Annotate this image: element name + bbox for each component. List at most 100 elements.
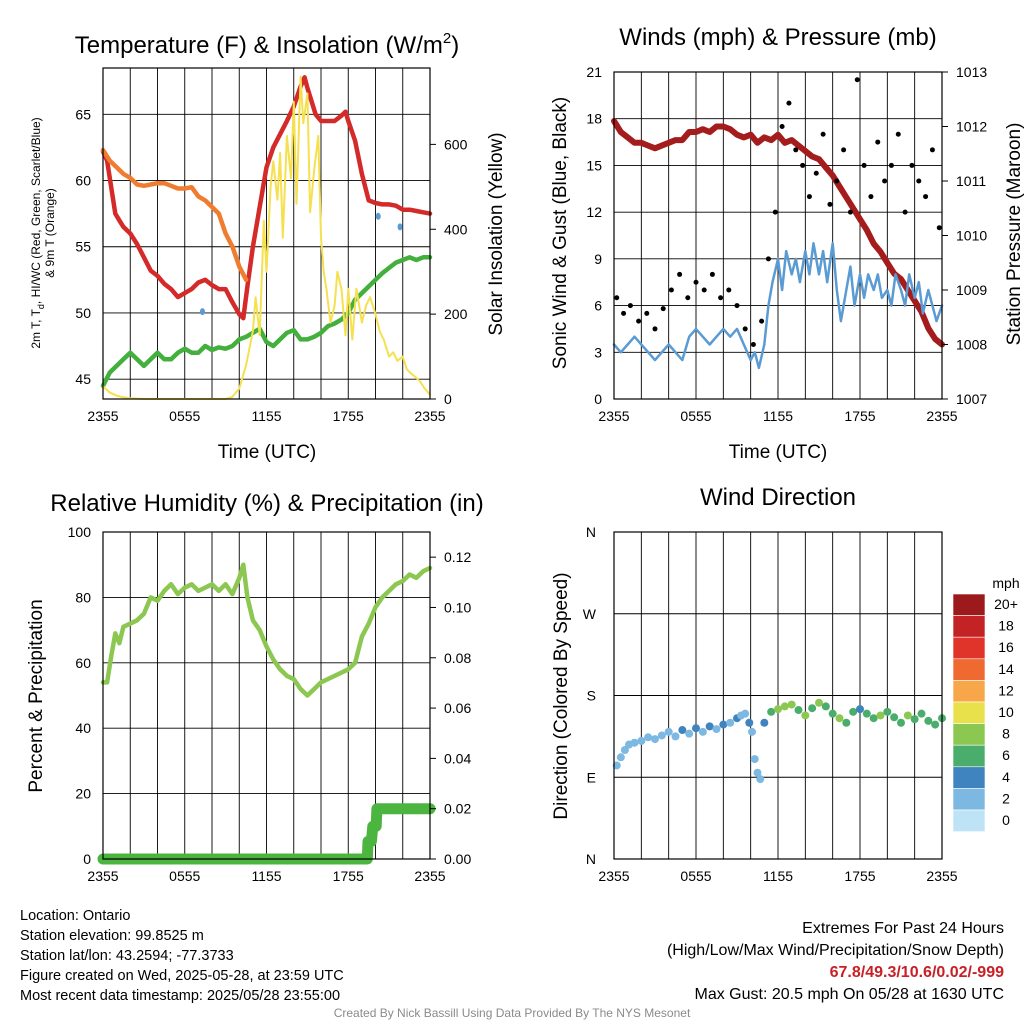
direction-point [808,704,817,713]
direction-point [630,738,639,747]
y2-tick-label: 0 [444,391,452,407]
colorbar-swatch [952,766,986,789]
gust-point [621,310,627,316]
credit-line: Created By Nick Bassill Using Data Provi… [333,1006,691,1020]
winds-panel: Winds (mph) & Pressure (mb) 2355 0555 1155… [550,24,1024,463]
direction-point [726,718,735,727]
direction-point [671,732,680,741]
y-tick-label: N [586,524,596,540]
gust-point [868,194,874,200]
direction-point [903,711,912,720]
speed-colorbar: mph 20+ 18 16 14 12 10 8 6 4 2 0 [952,575,1020,832]
y2-tick-label: 1012 [956,119,987,135]
colorbar-swatch [952,658,986,681]
colorbar-label: 0 [1002,812,1010,828]
direction-series [612,698,946,784]
direction-point [924,716,933,725]
direction-point [801,711,810,720]
colorbar-label: 12 [998,682,1014,698]
y-tick-label: 55 [75,239,91,255]
x-tick-label: 0555 [169,868,200,884]
y2-tick-label: 1008 [956,337,987,353]
gust-point [882,178,888,184]
gust-point [875,139,881,145]
humidity-title: Relative Humidity (%) & Precipitation (i… [50,490,483,517]
y-tick-label: 21 [586,64,602,80]
winds-y2label: Station Pressure (Maroon) [1004,123,1024,346]
winds-grid [614,72,942,399]
station-location: Location: Ontario [20,908,131,924]
y-tick-label: 50 [75,305,91,321]
direction-point [678,726,687,735]
colorbar-label: 10 [998,704,1014,720]
gust-point [834,178,840,184]
temperature-xlabel: Time (UTC) [218,442,317,463]
y-tick-label: 12 [586,204,602,220]
colorbar-swatch [952,615,986,638]
direction-point [620,746,629,754]
gust-point [772,209,778,215]
colorbar-label: 4 [1002,769,1010,785]
direction-point [657,731,666,740]
direction-point [883,707,892,716]
humidity-frame [102,531,431,860]
gust-point [718,295,724,301]
gust-point [779,124,785,129]
direction-point [767,707,776,716]
gust-point [765,256,771,262]
winds-ylabel: Sonic Wind & Gust (Blue, Black) [550,97,571,369]
direction-point [931,720,940,729]
direction-point [745,718,754,727]
direction-point [787,700,796,709]
wind-line [612,242,944,370]
gust-point [677,271,683,277]
direction-point [612,761,621,770]
gust-point [841,147,847,153]
colorbar-swatch [952,701,986,724]
gust-point [636,318,642,324]
gust-point [701,287,707,293]
gust-point [726,287,732,293]
colorbar-swatch [952,744,986,768]
direction-point [828,709,837,718]
direction-point [698,727,707,736]
y-tick-label: 0 [594,391,602,407]
gust-point [936,225,942,231]
y-tick-label: 20 [75,786,91,802]
direction-point [842,718,851,727]
direction-point [637,736,646,745]
colorbar-swatch [952,723,986,746]
colorbar-label: 8 [1002,726,1010,742]
x-tick-label: 1155 [763,868,793,884]
direction-point [664,727,673,736]
y-tick-label: 40 [75,720,91,736]
direction-point [644,733,653,742]
gust-point [734,303,740,309]
t2m-line [100,75,433,321]
direction-point [705,722,714,731]
y2-tick-label: 0.12 [444,549,471,565]
direction-point [756,775,765,784]
gust-point [909,162,915,168]
x-tick-label: 1155 [763,408,793,424]
direction-frame [613,531,943,860]
y-tick-label: W [583,606,597,622]
colorbar-swatch [952,680,986,703]
gust-point [709,271,715,277]
gust-point [888,162,894,168]
extremes-title: Extremes For Past 24 Hours [802,920,1004,937]
x-tick-label: 2355 [926,868,957,884]
gust-point [627,303,633,309]
y2-tick-label: 0.04 [444,750,471,766]
colorbar-label: 14 [998,661,1014,677]
direction-point [876,711,885,720]
x-tick-label: 2355 [598,868,629,884]
gust-point [660,306,666,312]
y-tick-label: N [586,851,596,867]
x-tick-label: 1755 [333,408,364,424]
gust-point [861,162,867,168]
temperature-y2label: Solar Insolation (Yellow) [486,132,507,335]
humidity-series [97,562,436,865]
y-tick-label: S [587,688,596,704]
